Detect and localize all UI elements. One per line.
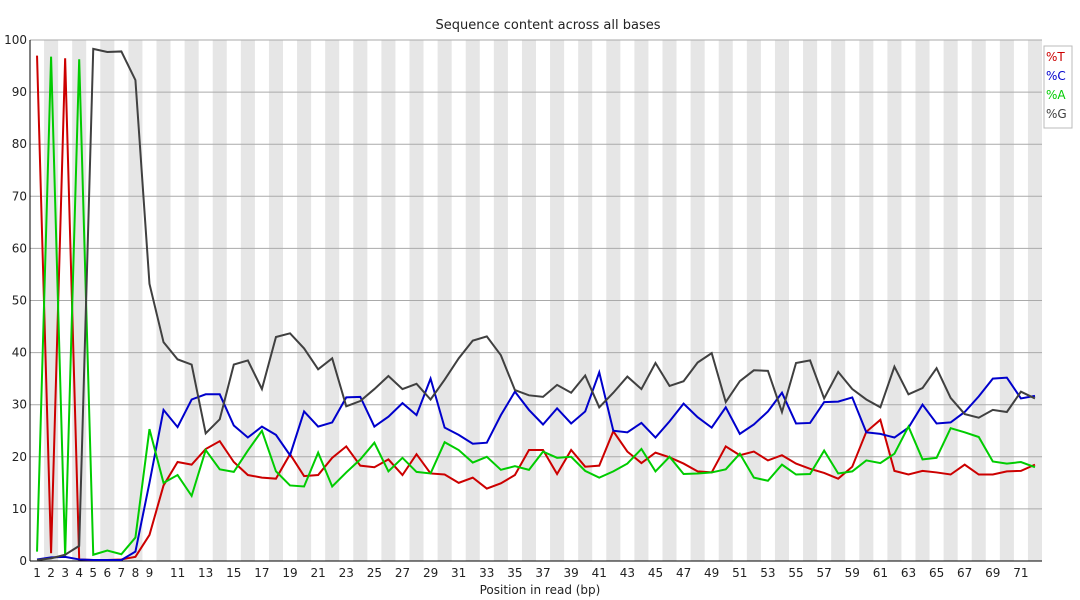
x-tick-label: 49 — [704, 566, 719, 580]
x-tick-label: 23 — [339, 566, 354, 580]
x-tick-label: 31 — [451, 566, 466, 580]
x-tick-label: 51 — [732, 566, 747, 580]
x-tick-label: 13 — [198, 566, 213, 580]
x-tick-label: 61 — [873, 566, 888, 580]
x-tick-label: 63 — [901, 566, 916, 580]
y-tick-label: 40 — [12, 346, 27, 360]
x-tick-label: 8 — [132, 566, 140, 580]
x-axis-label: Position in read (bp) — [480, 583, 601, 597]
y-tick-label: 100 — [4, 33, 27, 47]
x-tick-label: 55 — [788, 566, 803, 580]
x-tick-label: 39 — [563, 566, 578, 580]
x-tick-label: 33 — [479, 566, 494, 580]
x-tick-label: 47 — [676, 566, 691, 580]
x-tick-label: 57 — [816, 566, 831, 580]
x-tick-label: 69 — [985, 566, 1000, 580]
legend: %T %C %A %G — [1043, 45, 1073, 129]
y-tick-label: 30 — [12, 398, 27, 412]
y-tick-label: 50 — [12, 294, 27, 308]
series-line-a — [36, 56, 1036, 557]
series-line-t — [36, 55, 1036, 561]
x-tick-label: 53 — [760, 566, 775, 580]
legend-entry-a: %A — [1046, 88, 1066, 102]
chart-title: Sequence content across all bases — [435, 18, 660, 33]
x-tick-label: 7 — [118, 566, 126, 580]
legend-entry-t: %T — [1046, 50, 1065, 64]
x-tick-label: 25 — [367, 566, 382, 580]
x-tick-label: 4 — [75, 566, 83, 580]
series-line-g — [36, 47, 1036, 561]
x-tick-label: 59 — [845, 566, 860, 580]
y-tick-labels: 0 10 20 30 40 50 60 70 80 90 100 — [4, 33, 27, 568]
x-tick-label: 43 — [620, 566, 635, 580]
x-tick-label: 67 — [957, 566, 972, 580]
x-tick-label: 15 — [226, 566, 241, 580]
series-line-c — [36, 368, 1036, 561]
x-tick-label: 65 — [929, 566, 944, 580]
x-tick-label: 3 — [61, 566, 69, 580]
x-tick-label: 37 — [535, 566, 550, 580]
x-tick-labels: 1 2 3 4 5 6 7 8 9 11 13 15 17 19 21 23 25 27 29 31 33 35 37 39 4… — [33, 566, 1028, 580]
y-tick-label: 60 — [12, 241, 27, 255]
x-tick-label: 6 — [103, 566, 111, 580]
x-tick-label: 29 — [423, 566, 438, 580]
x-tick-label: 35 — [507, 566, 522, 580]
y-tick-label: 20 — [12, 450, 27, 464]
x-tick-label: 1 — [33, 566, 41, 580]
x-tick-label: 71 — [1013, 566, 1028, 580]
y-tick-label: 80 — [12, 137, 27, 151]
y-tick-label: 10 — [12, 502, 27, 516]
y-tick-label: 0 — [19, 554, 27, 568]
y-tick-label: 70 — [12, 189, 27, 203]
x-tick-label: 21 — [310, 566, 325, 580]
x-tick-label: 9 — [146, 566, 154, 580]
x-tick-label: 11 — [170, 566, 185, 580]
x-tick-label: 27 — [395, 566, 410, 580]
y-tick-label: 90 — [12, 85, 27, 99]
x-tick-label: 2 — [47, 566, 55, 580]
x-tick-label: 5 — [89, 566, 97, 580]
legend-box — [1043, 45, 1073, 129]
x-tick-label: 45 — [648, 566, 663, 580]
legend-entry-g: %G — [1046, 107, 1067, 121]
x-tick-label: 17 — [254, 566, 269, 580]
x-tick-label: 41 — [592, 566, 607, 580]
series-lines — [36, 47, 1036, 561]
legend-entry-c: %C — [1046, 69, 1066, 83]
axes — [29, 40, 1042, 562]
x-tick-label: 19 — [282, 566, 297, 580]
